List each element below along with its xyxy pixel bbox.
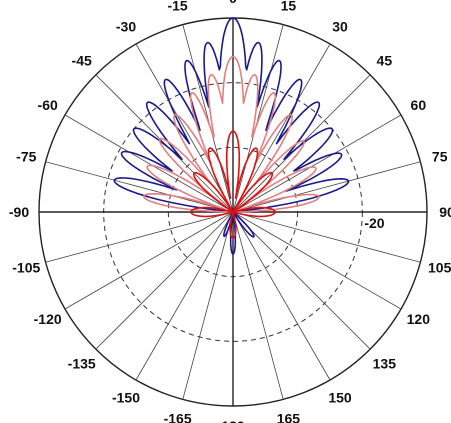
spoke-165: [232, 211, 284, 400]
spoke-330: [135, 43, 234, 213]
angle-label: -15: [167, 0, 187, 13]
spoke-150: [232, 211, 331, 381]
spoke-30: [232, 43, 331, 213]
angle-label: -150: [112, 389, 140, 405]
spoke-225: [95, 211, 234, 350]
spoke-195: [182, 211, 234, 400]
angle-label: -60: [38, 97, 58, 113]
spoke-135: [232, 211, 371, 350]
angle-label: 120: [407, 311, 431, 327]
angle-label: 150: [328, 389, 352, 405]
spoke-120: [232, 211, 402, 310]
angle-label: 15: [281, 0, 297, 13]
spoke-105: [232, 211, 421, 263]
angle-label: -135: [68, 355, 96, 371]
axis-labels: 0 15 30 45 60 75 90 105 120 135 150 165 180 -165 -150 -…: [9, 0, 451, 423]
spoke-240: [64, 211, 234, 310]
angle-label: -75: [16, 149, 36, 165]
series-group: [113, 17, 350, 255]
angle-label: 180: [221, 418, 245, 423]
spoke-60: [232, 114, 402, 213]
spoke-285: [45, 161, 234, 213]
angle-label: -120: [34, 311, 62, 327]
pattern-series-3: [190, 130, 276, 239]
spoke-210: [135, 211, 234, 381]
angle-label: 0: [229, 0, 237, 6]
angle-label: 135: [373, 355, 397, 371]
spoke-300: [64, 114, 234, 213]
pattern-series-2: [143, 56, 320, 213]
angle-label: -30: [116, 19, 136, 35]
radius-label: -20: [364, 215, 384, 231]
spoke-255: [45, 211, 234, 263]
spoke-15: [232, 24, 284, 213]
angle-label: -90: [9, 204, 29, 220]
spoke-75: [232, 161, 421, 213]
angle-label: -45: [72, 53, 92, 69]
pattern-series-1: [113, 17, 350, 255]
angle-label: 165: [277, 411, 301, 423]
angle-label: 105: [428, 259, 451, 275]
angle-label: -105: [12, 259, 40, 275]
spoke-345: [182, 24, 234, 213]
angle-label: 90: [439, 204, 451, 220]
angle-label: 30: [332, 19, 348, 35]
angle-label: 75: [432, 149, 448, 165]
angle-label: 60: [411, 97, 427, 113]
angle-label: 45: [377, 53, 393, 69]
angle-label: -165: [164, 411, 192, 423]
